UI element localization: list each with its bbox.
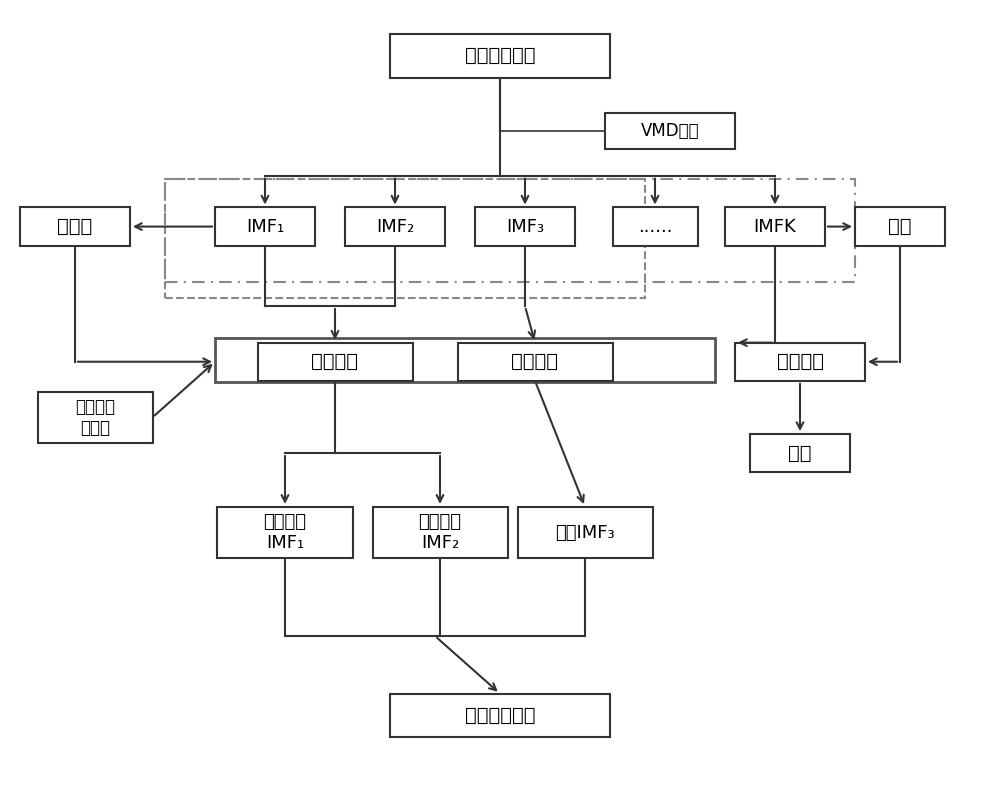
Text: 剔除: 剔除 xyxy=(788,444,812,463)
FancyBboxPatch shape xyxy=(735,343,865,381)
FancyBboxPatch shape xyxy=(345,207,445,246)
Text: 去噪局放信号: 去噪局放信号 xyxy=(465,706,535,725)
FancyBboxPatch shape xyxy=(20,207,130,246)
Text: 去噪分量
IMF₁: 去噪分量 IMF₁ xyxy=(264,514,306,552)
Text: 排列熵: 排列熵 xyxy=(57,217,93,236)
FancyBboxPatch shape xyxy=(372,507,508,559)
Text: 去噪分量
IMF₂: 去噪分量 IMF₂ xyxy=(418,514,462,552)
FancyBboxPatch shape xyxy=(725,207,825,246)
FancyBboxPatch shape xyxy=(390,693,610,738)
FancyBboxPatch shape xyxy=(612,207,698,246)
FancyBboxPatch shape xyxy=(258,343,413,381)
Text: 无效分量: 无效分量 xyxy=(776,352,824,371)
FancyBboxPatch shape xyxy=(518,507,652,559)
Text: ......: ...... xyxy=(638,218,672,235)
Text: 高噪分量: 高噪分量 xyxy=(312,352,358,371)
FancyBboxPatch shape xyxy=(475,207,575,246)
FancyBboxPatch shape xyxy=(215,207,315,246)
FancyBboxPatch shape xyxy=(38,392,152,444)
Text: 分量IMF₃: 分量IMF₃ xyxy=(555,524,615,541)
FancyBboxPatch shape xyxy=(390,34,610,78)
Text: IMF₂: IMF₂ xyxy=(376,218,414,235)
Text: IMF₁: IMF₁ xyxy=(246,218,284,235)
Text: 翘度: 翘度 xyxy=(888,217,912,236)
Text: 含噪局放信号: 含噪局放信号 xyxy=(465,46,535,65)
FancyBboxPatch shape xyxy=(605,114,735,149)
FancyBboxPatch shape xyxy=(855,207,945,246)
Text: IMF₃: IMF₃ xyxy=(506,218,544,235)
FancyBboxPatch shape xyxy=(215,338,715,382)
Text: 小波包去
噪算法: 小波包去 噪算法 xyxy=(75,398,115,436)
Text: 低噪分量: 低噪分量 xyxy=(512,352,558,371)
Text: IMFK: IMFK xyxy=(754,218,796,235)
Text: VMD算法: VMD算法 xyxy=(641,122,699,140)
FancyBboxPatch shape xyxy=(750,434,850,472)
FancyBboxPatch shape xyxy=(217,507,352,559)
FancyBboxPatch shape xyxy=(458,343,612,381)
